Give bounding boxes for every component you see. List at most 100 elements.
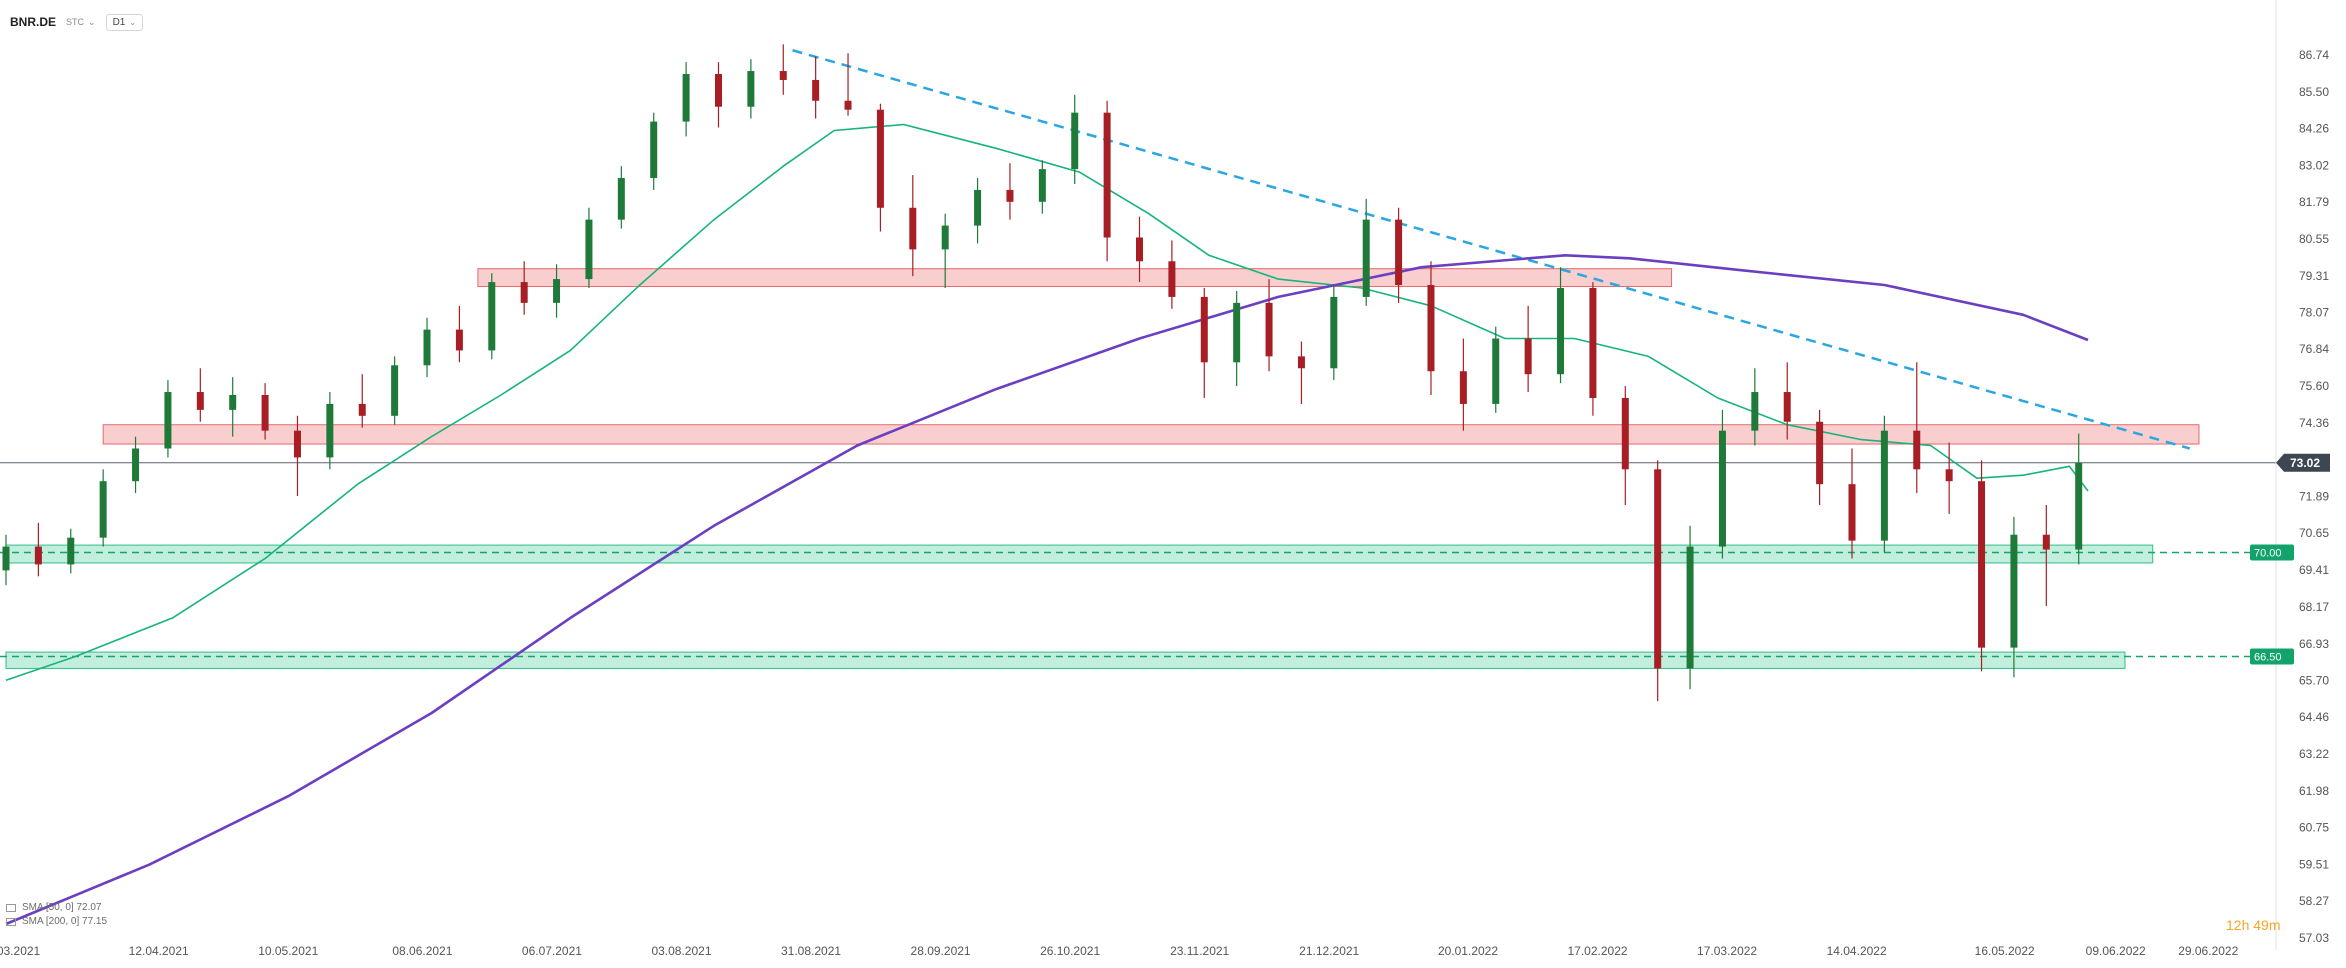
candle — [1395, 207, 1403, 303]
candle-body — [423, 329, 431, 366]
price-tick-label: 76.84 — [2299, 342, 2329, 356]
time-tick-label: 20.01.2022 — [1438, 944, 1498, 958]
candle — [1978, 460, 1986, 672]
timeframe-label: D1 — [112, 16, 126, 28]
candle-body — [1136, 237, 1144, 262]
candle — [1330, 285, 1338, 381]
candle-body — [326, 403, 334, 458]
candle-body — [358, 403, 366, 416]
candle — [1233, 290, 1241, 387]
price-tick-label: 66.93 — [2299, 637, 2329, 651]
candle — [1524, 305, 1532, 393]
symbol-label[interactable]: BNR.DE — [10, 15, 57, 29]
price-tick-label: 84.26 — [2299, 122, 2329, 136]
price-tick-label: 65.70 — [2299, 673, 2329, 687]
time-axis-labels: 11.03.2021 12.04.2021 10.05.2021 08.06.2021… — [0, 944, 2239, 958]
time-tick-label: 17.02.2022 — [1568, 944, 1628, 958]
candle-body — [1492, 338, 1500, 404]
support-zone — [5, 651, 2126, 669]
level-tag — [2250, 648, 2294, 665]
candle — [132, 436, 140, 494]
candle — [196, 368, 204, 422]
candle-body — [132, 448, 140, 482]
resistance-zone — [477, 268, 1673, 288]
candle-body — [1848, 484, 1856, 541]
candle-body — [1913, 430, 1921, 470]
price-tick-label: 69.41 — [2299, 563, 2329, 577]
candle-body — [34, 546, 42, 565]
indicator-icon — [6, 904, 16, 912]
current-price-tag — [2276, 453, 2330, 472]
candle — [844, 53, 852, 116]
candle-body — [779, 71, 787, 80]
candle-body — [391, 365, 399, 416]
legend-sma200[interactable]: SMA [200, 0] 77.15 — [6, 915, 107, 929]
candle-countdown: 12h 49m — [2226, 917, 2281, 933]
price-tick-label: 85.50 — [2299, 85, 2329, 99]
candle — [1265, 279, 1273, 372]
candle — [1297, 341, 1305, 404]
candle-body — [2075, 462, 2083, 550]
timeframe-select[interactable]: D1 ⌄ — [105, 13, 144, 31]
resistance-zone — [102, 424, 2200, 445]
candle-body — [682, 74, 690, 122]
candle-body — [164, 392, 172, 449]
sma200-line — [5, 254, 2089, 926]
candle — [1200, 288, 1208, 398]
time-tick-label: 29.06.2022 — [2178, 944, 2238, 958]
candle — [941, 213, 949, 289]
candle-body — [585, 219, 593, 280]
candle — [682, 62, 690, 137]
price-tick-label: 74.36 — [2299, 416, 2329, 430]
candle-body — [747, 71, 755, 107]
candle — [1816, 409, 1824, 505]
candle-body — [2010, 534, 2018, 648]
candle-body — [714, 74, 722, 107]
price-tick-label: 60.75 — [2299, 820, 2329, 834]
candle — [1136, 216, 1144, 283]
candle-body — [941, 225, 949, 250]
candle — [1751, 368, 1759, 446]
candle-body — [1200, 296, 1208, 363]
candle — [67, 528, 75, 574]
candle — [1362, 198, 1370, 306]
price-tick-label: 58.27 — [2299, 894, 2329, 908]
candle — [164, 380, 172, 458]
candle — [1168, 240, 1176, 309]
candle-body — [1038, 169, 1046, 202]
support-zone — [5, 544, 2154, 564]
legend-sma50[interactable]: SMA [50, 0] 72.07 — [6, 901, 107, 915]
time-tick-label: 26.10.2021 — [1040, 944, 1100, 958]
candle-body — [455, 329, 463, 351]
candle-body — [1718, 430, 1726, 547]
price-tick-label: 79.31 — [2299, 269, 2329, 283]
level-tag — [2250, 544, 2294, 561]
candle-body — [1524, 338, 1532, 375]
candle — [391, 356, 399, 425]
candle — [553, 264, 561, 318]
price-tick-label: 71.89 — [2299, 489, 2329, 503]
candle-body — [488, 282, 496, 351]
candle — [1038, 160, 1046, 214]
time-tick-label: 03.08.2021 — [651, 944, 711, 958]
candle — [1945, 442, 1953, 514]
chevron-down-icon[interactable]: ⌄ — [88, 16, 96, 27]
candle — [1589, 282, 1597, 416]
candle — [812, 56, 820, 119]
candle-body — [1751, 392, 1759, 431]
candle — [1103, 100, 1111, 262]
candle-body — [520, 282, 528, 303]
candle — [1913, 362, 1921, 494]
candle-body — [1330, 296, 1338, 369]
candle-body — [67, 537, 75, 565]
candle-body — [1297, 356, 1305, 369]
candles — [2, 44, 2083, 702]
candle — [1880, 415, 1888, 553]
time-tick-label: 09.06.2022 — [2086, 944, 2146, 958]
level-tag-label: 66.50 — [2254, 652, 2282, 664]
candle-body — [99, 481, 107, 538]
indicator-legend: SMA [50, 0] 72.07 SMA [200, 0] 77.15 — [6, 901, 107, 929]
candle — [650, 112, 658, 190]
candle — [358, 374, 366, 428]
